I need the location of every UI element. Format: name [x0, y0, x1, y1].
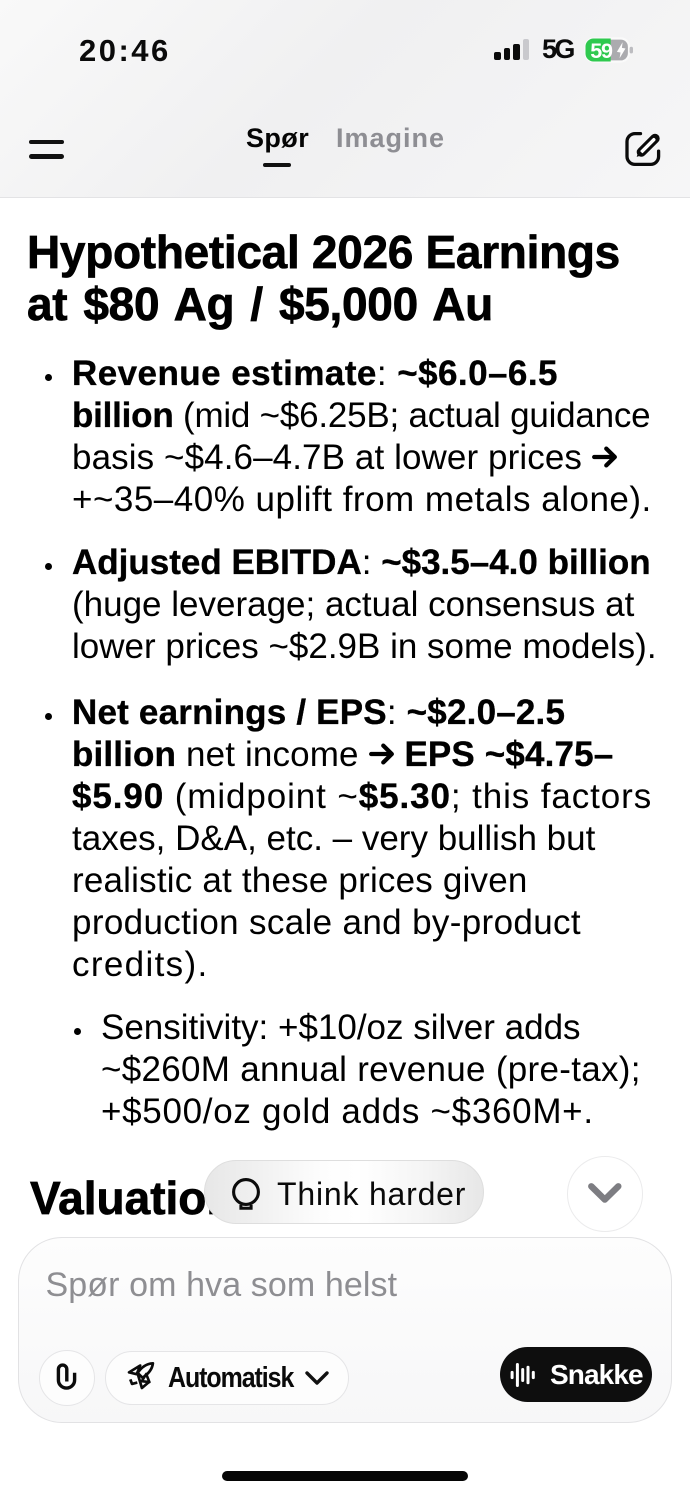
svg-text:59: 59 [590, 39, 613, 63]
